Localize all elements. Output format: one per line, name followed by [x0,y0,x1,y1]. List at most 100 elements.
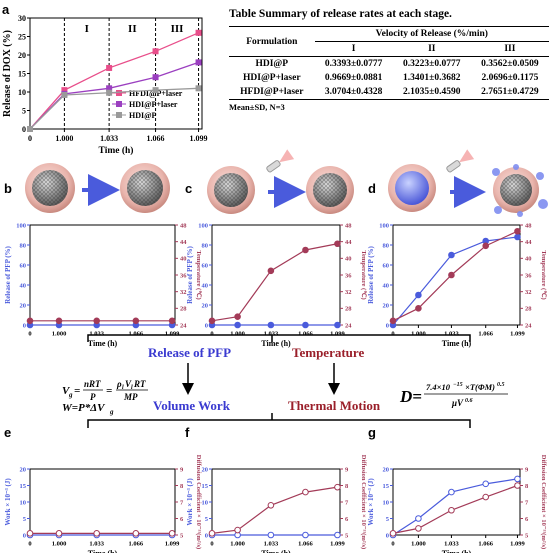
svg-text:V: V [62,385,71,397]
x-tick-label: 1.099 [330,331,345,338]
x-tick-label: 1.066 [298,541,313,548]
svg-text:=: = [106,385,112,397]
release-rate-table: Table Summary of release rates at each s… [229,8,549,112]
data-point [334,240,341,248]
legend-label: HFDI@P+laser [129,89,183,98]
y2-tick-label: 6 [180,516,184,523]
data-point [302,531,309,539]
svg-text:D=: D= [399,387,422,406]
data-point [389,317,397,325]
x-tick-label: 1.066 [478,541,493,548]
x-tick-label: 1.033 [264,541,279,548]
x-tick-label: 1.099 [510,331,525,338]
svg-text:=: = [74,385,80,397]
y2-tick-label: 9 [345,466,349,473]
y-tick-label: 100 [198,222,208,229]
stage-label: II [128,23,137,35]
y2-tick-label: 48 [345,222,352,229]
svg-text:7.4×10: 7.4×10 [426,382,451,392]
cell: 1.3401±0.3682 [403,73,461,83]
y2-tick-label: 5 [180,532,184,539]
y-tick-label: 10 [20,499,27,506]
x-tick-label: 0 [28,331,31,338]
data-point [334,483,341,491]
y-tick-label: 15 [18,69,26,78]
table-title: Table Summary of release rates at each s… [229,8,452,20]
y2-tick-label: 36 [180,272,187,279]
thermal-motion-label: Thermal Motion [288,398,381,413]
row-name: HDI@P+laser [243,73,301,83]
y-tick-label: 20 [202,302,209,309]
y-tick-label: 10 [383,499,390,506]
y-tick-label: 15 [20,483,27,490]
y-tick-label: 20 [383,466,390,473]
y2-tick-label: 9 [525,466,529,473]
svg-text:g: g [68,391,73,399]
x-tick-label: 1.000 [52,331,67,338]
data-point [26,317,34,325]
stage-label: III [171,23,184,35]
cell: 2.7651±0.4729 [481,87,539,97]
svg-text:ρ: ρ [116,379,122,389]
pfp-core [395,171,429,205]
y-tick-label: 0 [386,322,389,329]
y2-axis-label: Diffusion Coefficient × 10⁻¹¹(m²/s) [540,455,547,549]
y2-tick-label: 28 [525,306,532,313]
x-tick-label: 1.099 [510,541,525,548]
equation-d: D= 7.4×10 −15 ×T(ΦM) 0.5 μV 0.6 [399,382,508,408]
svg-text:nRT: nRT [84,379,101,389]
x-tick-label: 1.099 [330,541,345,548]
table-row: HDI@P+laser 0.9669±0.0881 1.3401±0.3682 … [229,71,549,85]
svg-text:0.6: 0.6 [465,398,473,404]
schematic-c [207,149,354,214]
cell: 2.0696±0.1175 [481,73,539,83]
panel-b-letter: b [4,181,12,196]
chart-f: 0 5 10 15 20 5 6 7 8 9 0 1.000 1.033 1.066 1.099 Time (… [186,455,367,553]
y-tick-label: 80 [383,242,390,249]
svg-text:V: V [125,379,132,389]
data-point [267,502,275,509]
chart-e: 0 5 10 15 20 5 6 7 8 9 0 1.000 1.033 1.066 1.099 Time (… [4,455,202,553]
data-point [415,291,422,299]
x-tick-label: 1.000 [52,541,67,548]
y-tick-label: 20 [383,302,390,309]
y-tick-label: 25 [18,32,26,41]
x-axis-label: Time (h) [442,549,472,553]
row-name: HFDI@P+laser [240,87,304,97]
y-tick-label: 5 [386,516,390,523]
chart-c: 0 20 40 60 80 100 24 28 32 36 40 44 48 0 1.000 1.033 1.0… [186,222,368,348]
y2-tick-label: 48 [525,222,532,229]
release-of-pfp-label: Release of PFP [148,345,231,360]
x-axis-label: Time (h) [88,339,118,348]
data-point [389,530,397,537]
svg-text:l: l [122,385,124,391]
panel-a-letter: a [2,2,10,17]
y2-tick-label: 24 [180,322,187,329]
data-point [106,89,113,96]
cell: 0.9669±0.0881 [324,73,383,83]
data-point [267,321,275,329]
y2-axis-label: Temperature (℃) [195,250,203,299]
y2-tick-label: 8 [345,483,349,490]
y-tick-label: 20 [18,51,26,60]
y-tick-label: 80 [202,242,209,249]
y-tick-label: 100 [379,222,389,229]
y2-tick-label: 44 [180,239,187,246]
table-body: Formulation Velocity of Release (%/min) … [229,26,549,100]
svg-text:MP: MP [123,392,138,402]
plot-frame [211,468,341,536]
y-tick-label: 0 [386,532,389,539]
x-tick-label: 0 [210,541,213,548]
data-point [302,488,309,496]
x-tick-label: 0 [210,331,213,338]
cell: 0.3562±0.0509 [481,59,539,69]
data-point [234,321,241,329]
x-tick-label: 1.099 [165,331,180,338]
data-point [234,313,241,320]
y-tick-label: 60 [383,262,390,269]
equation-w: W=P*ΔV g [62,402,114,416]
plot-frame [211,224,341,326]
data-point [61,87,68,94]
schematic-b [25,163,170,213]
